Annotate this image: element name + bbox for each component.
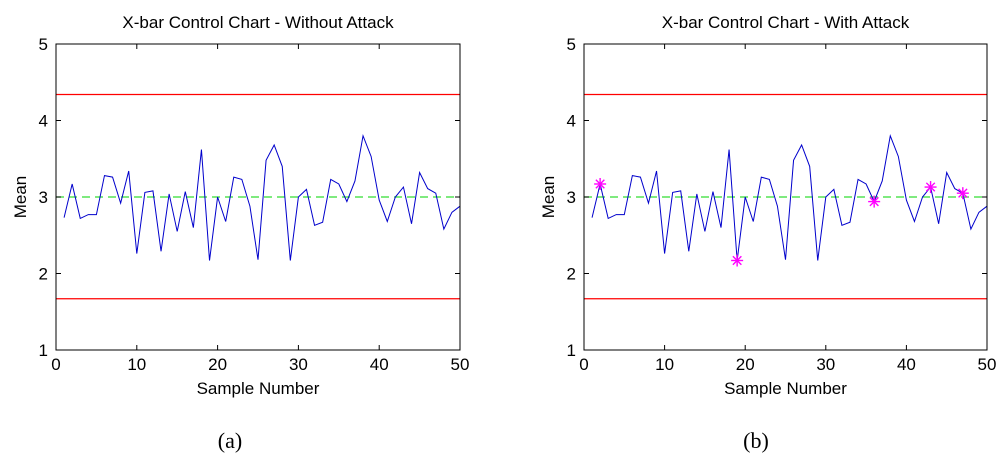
attack-marker-stroke	[595, 179, 605, 189]
x-tick-label: 0	[579, 355, 588, 374]
y-axis-label: Mean	[539, 176, 558, 219]
attack-marker-stroke	[869, 196, 879, 207]
chart-panel-b: 0 10 20 30 40 50 1 2 3 4 5 X-bar Control Chart - Wi…	[539, 13, 996, 398]
x-tick-label: 30	[816, 355, 835, 374]
attack-marker-stroke	[925, 182, 936, 192]
chart-panel-a: 0 10 20 30 40 50 1 2 3 4 5 X-bar Control Chart - Wi…	[11, 13, 469, 398]
attack-marker	[731, 254, 744, 267]
attack-marker-stroke	[732, 255, 742, 266]
y-tick-label: 4	[39, 112, 48, 131]
x-tick-label: 30	[289, 355, 308, 374]
x-tick-label: 40	[897, 355, 916, 374]
x-tick-label: 0	[51, 355, 60, 374]
attack-marker	[924, 181, 937, 194]
panel-caption-b: (b)	[743, 428, 769, 453]
chart-title: X-bar Control Chart - Without Attack	[122, 13, 394, 32]
x-axis-label: Sample Number	[724, 379, 847, 398]
attack-marker	[956, 187, 969, 200]
x-axis-label: Sample Number	[197, 379, 320, 398]
x-tick-label: 50	[978, 355, 997, 374]
x-tick-label: 10	[655, 355, 674, 374]
x-tick-label: 50	[451, 355, 470, 374]
panel-caption-a: (a)	[217, 428, 243, 453]
x-tick-label: 20	[736, 355, 755, 374]
y-axis-label: Mean	[11, 176, 30, 219]
series-line	[591, 133, 988, 261]
y-tick-label: 1	[567, 341, 576, 360]
attack-marker	[868, 195, 881, 208]
y-tick-label: 2	[39, 265, 48, 284]
y-tick-label: 2	[567, 265, 576, 284]
series-line	[63, 133, 461, 261]
x-tick-label: 40	[370, 355, 389, 374]
y-tick-label: 5	[567, 35, 576, 54]
x-tick-label: 10	[127, 355, 146, 374]
y-tick-label: 4	[567, 112, 576, 131]
attack-marker-stroke	[958, 188, 968, 198]
y-tick-label: 3	[567, 188, 576, 207]
attack-marker	[594, 177, 607, 190]
y-tick-label: 1	[39, 341, 48, 360]
x-tick-label: 20	[208, 355, 227, 374]
y-tick-label: 3	[39, 188, 48, 207]
y-tick-label: 5	[39, 35, 48, 54]
chart-title: X-bar Control Chart - With Attack	[662, 13, 910, 32]
